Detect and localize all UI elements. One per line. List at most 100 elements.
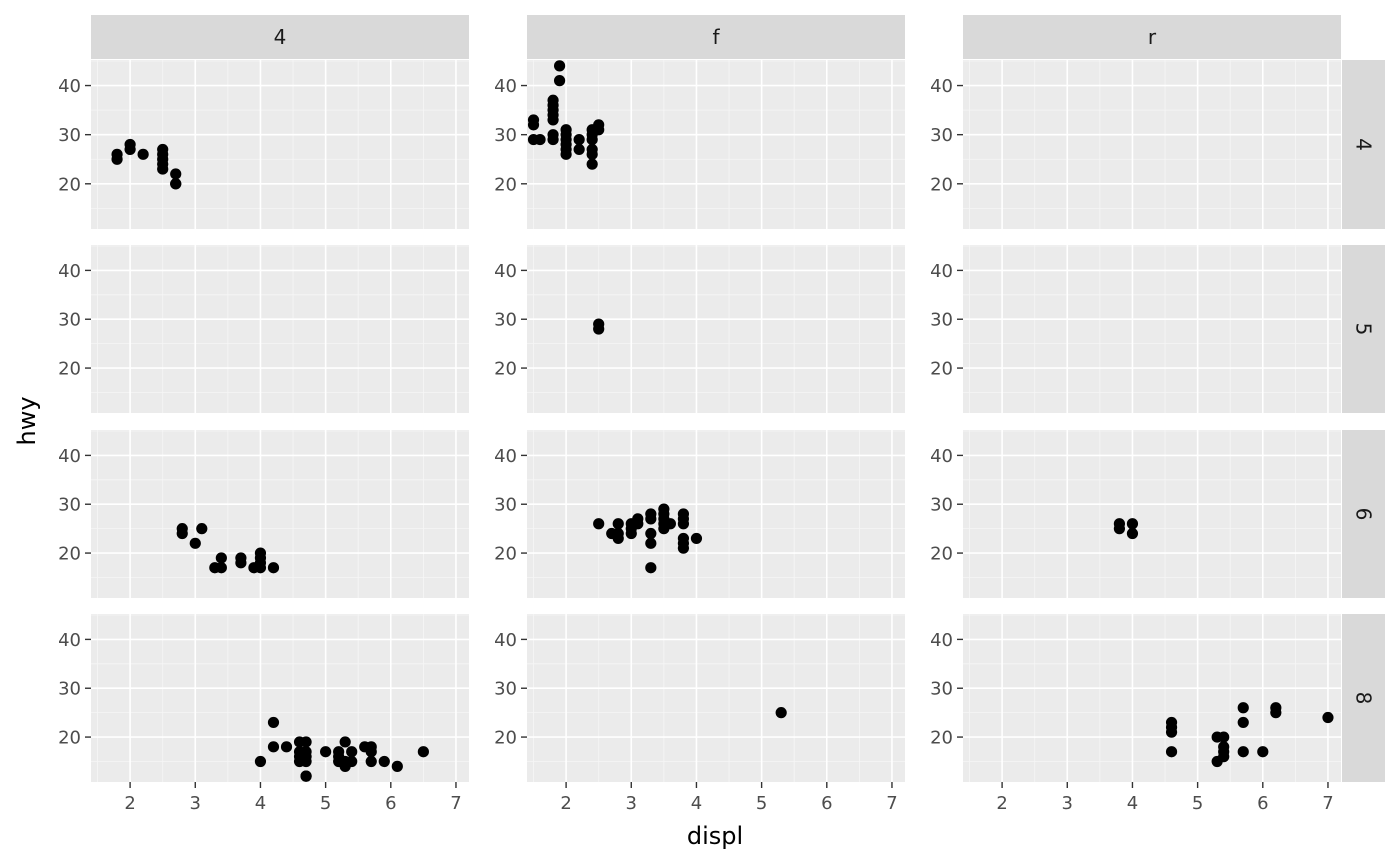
data-point [1218,741,1230,753]
panel-f-5 [527,245,905,413]
facet-col-label: 4 [274,25,287,49]
facet-row-label: 5 [1352,323,1376,336]
data-point [632,513,644,525]
data-point [553,75,566,87]
data-point [320,746,332,758]
y-tick-label: 40 [930,446,953,467]
panel-background [91,245,469,413]
data-point [534,133,546,146]
data-point [612,518,624,530]
data-point [235,552,247,564]
data-point [1126,518,1139,530]
data-point [645,537,657,549]
data-point [417,746,429,758]
panel-r-6 [963,430,1341,598]
data-point [1237,746,1249,758]
y-tick-label: 40 [930,630,953,651]
data-point [527,114,540,126]
panel-background [963,60,1341,229]
panel-background [91,614,469,782]
y-tick-label: 30 [494,310,517,331]
facet-col-strip [91,15,469,59]
data-point [339,736,351,748]
data-point [1218,731,1230,743]
x-tick-label: 4 [255,793,266,814]
y-tick-label: 40 [58,446,81,467]
y-tick-label: 20 [58,174,81,195]
data-point [1113,518,1126,530]
data-point [547,94,559,106]
axes-layer: 20 30 40 20 30 40 20 30 40 20 30 40 20 30 40 20 30 40 20 30… [58,76,1334,814]
facet-row-strip [1342,60,1385,229]
x-tick-label: 7 [1322,793,1333,814]
y-tick-label: 30 [58,125,81,146]
data-point [300,770,312,782]
facet-row-strip [1342,430,1385,598]
data-point [137,148,149,160]
facet-row-label: 8 [1352,692,1376,705]
y-tick-label: 30 [930,125,953,146]
panel-background [963,614,1341,782]
panel-background [91,430,469,598]
data-point [280,741,293,753]
x-tick-label: 2 [560,793,571,814]
panel-4-5 [91,245,469,413]
strips-layer: 4 f r 4 5 6 8 [91,15,1385,782]
facet-col-label: f [712,25,720,49]
data-point [573,133,585,146]
y-tick-label: 40 [58,630,81,651]
y-tick-label: 30 [58,310,81,331]
data-point [215,562,227,574]
data-point [300,736,312,748]
data-point [586,143,598,156]
data-point [365,741,377,753]
data-point [690,532,703,545]
facet-col-strip [963,15,1341,59]
data-point [677,508,690,520]
y-tick-label: 20 [494,359,517,380]
data-point [1237,716,1249,729]
x-tick-label: 6 [385,793,396,814]
panel-4-6 [91,430,469,598]
panel-background [527,430,905,598]
data-point [1126,527,1139,540]
data-point [593,119,605,131]
data-point [267,741,280,753]
data-point [645,562,657,574]
data-point [111,148,123,160]
y-tick-label: 40 [58,261,81,282]
data-point [391,760,403,772]
data-point [254,755,267,768]
data-point [1165,716,1178,729]
y-tick-label: 20 [930,544,953,565]
data-point [1322,711,1334,724]
y-tick-label: 40 [930,76,953,97]
y-tick-label: 30 [930,310,953,331]
x-tick-label: 3 [626,793,637,814]
data-point [267,562,280,574]
facet-row-strip [1342,245,1385,413]
y-tick-label: 40 [930,261,953,282]
x-tick-label: 6 [821,793,832,814]
panel-f-4 [527,60,905,229]
data-point [346,746,358,758]
data-point [346,755,358,768]
y-tick-label: 40 [494,446,517,467]
y-tick-label: 30 [58,679,81,700]
data-point [365,755,377,768]
data-point [1237,702,1249,714]
y-tick-label: 40 [494,261,517,282]
data-point [1270,702,1282,714]
x-tick-label: 6 [1257,793,1268,814]
y-tick-label: 30 [494,125,517,146]
facet-row-label: 6 [1352,508,1376,521]
panel-4-8 [91,614,469,782]
y-tick-label: 20 [494,174,517,195]
data-point [547,129,559,141]
panels-layer [91,60,1341,782]
data-point [677,532,690,545]
data-point [553,60,566,72]
y-tick-label: 30 [930,495,953,516]
panel-background [527,614,905,782]
panel-f-6 [527,430,905,598]
